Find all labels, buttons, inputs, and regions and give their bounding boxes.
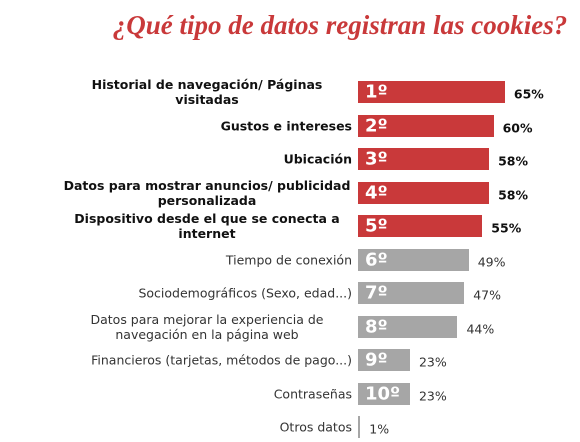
category-label: Tiempo de conexión bbox=[225, 252, 352, 267]
category-label: Contraseñas bbox=[273, 386, 352, 401]
value-label: 65% bbox=[513, 86, 544, 102]
bar bbox=[358, 349, 410, 371]
rank-label: 2º bbox=[365, 115, 388, 136]
bar bbox=[358, 148, 490, 170]
value-label: 47% bbox=[473, 287, 502, 303]
rank-label: 3º bbox=[365, 148, 388, 170]
value-label: 44% bbox=[466, 321, 495, 336]
category-label: Gustos e intereses bbox=[220, 118, 352, 133]
category-label: Datos para mostrar anuncios/ publicidad … bbox=[63, 177, 351, 208]
bar bbox=[358, 181, 490, 204]
bar bbox=[358, 282, 465, 304]
rank-label: 10º bbox=[365, 383, 401, 404]
value-label: 23% bbox=[418, 354, 447, 370]
rank-label: 8º bbox=[365, 316, 388, 337]
category-label: Dispositivo desde el que se conecta a in… bbox=[74, 211, 340, 241]
value-label: 58% bbox=[498, 153, 528, 169]
value-label: 58% bbox=[498, 187, 528, 202]
value-label: 23% bbox=[418, 388, 447, 403]
bar bbox=[358, 382, 410, 405]
category-label: Ubicación bbox=[283, 151, 352, 167]
bar bbox=[358, 248, 469, 271]
bar bbox=[358, 215, 483, 237]
bar bbox=[358, 416, 361, 438]
value-label: 49% bbox=[477, 254, 506, 269]
value-label: 55% bbox=[491, 220, 522, 236]
bar bbox=[358, 114, 494, 137]
rank-label: 6º bbox=[365, 249, 388, 270]
category-label: Datos para mejorar la experiencia de nav… bbox=[90, 311, 324, 342]
bar bbox=[358, 81, 505, 103]
category-label: Otros datos bbox=[279, 419, 352, 435]
chart-title: ¿Qué tipo de datos registran las cookies… bbox=[112, 10, 568, 40]
rank-label: 9º bbox=[365, 349, 388, 371]
category-label: Historial de navegación/ Páginas visitad… bbox=[91, 77, 323, 107]
category-label: Financieros (tarjetas, métodos de pago..… bbox=[91, 352, 352, 368]
value-label: 60% bbox=[502, 120, 533, 135]
value-label: 1% bbox=[369, 421, 390, 437]
rank-label: 1º bbox=[365, 81, 388, 103]
rank-label: 4º bbox=[365, 182, 388, 203]
category-label: Sociodemográficos (Sexo, edad...) bbox=[138, 285, 352, 301]
rank-label: 7º bbox=[365, 282, 388, 304]
bar bbox=[358, 315, 458, 338]
rank-label: 5º bbox=[365, 215, 388, 237]
